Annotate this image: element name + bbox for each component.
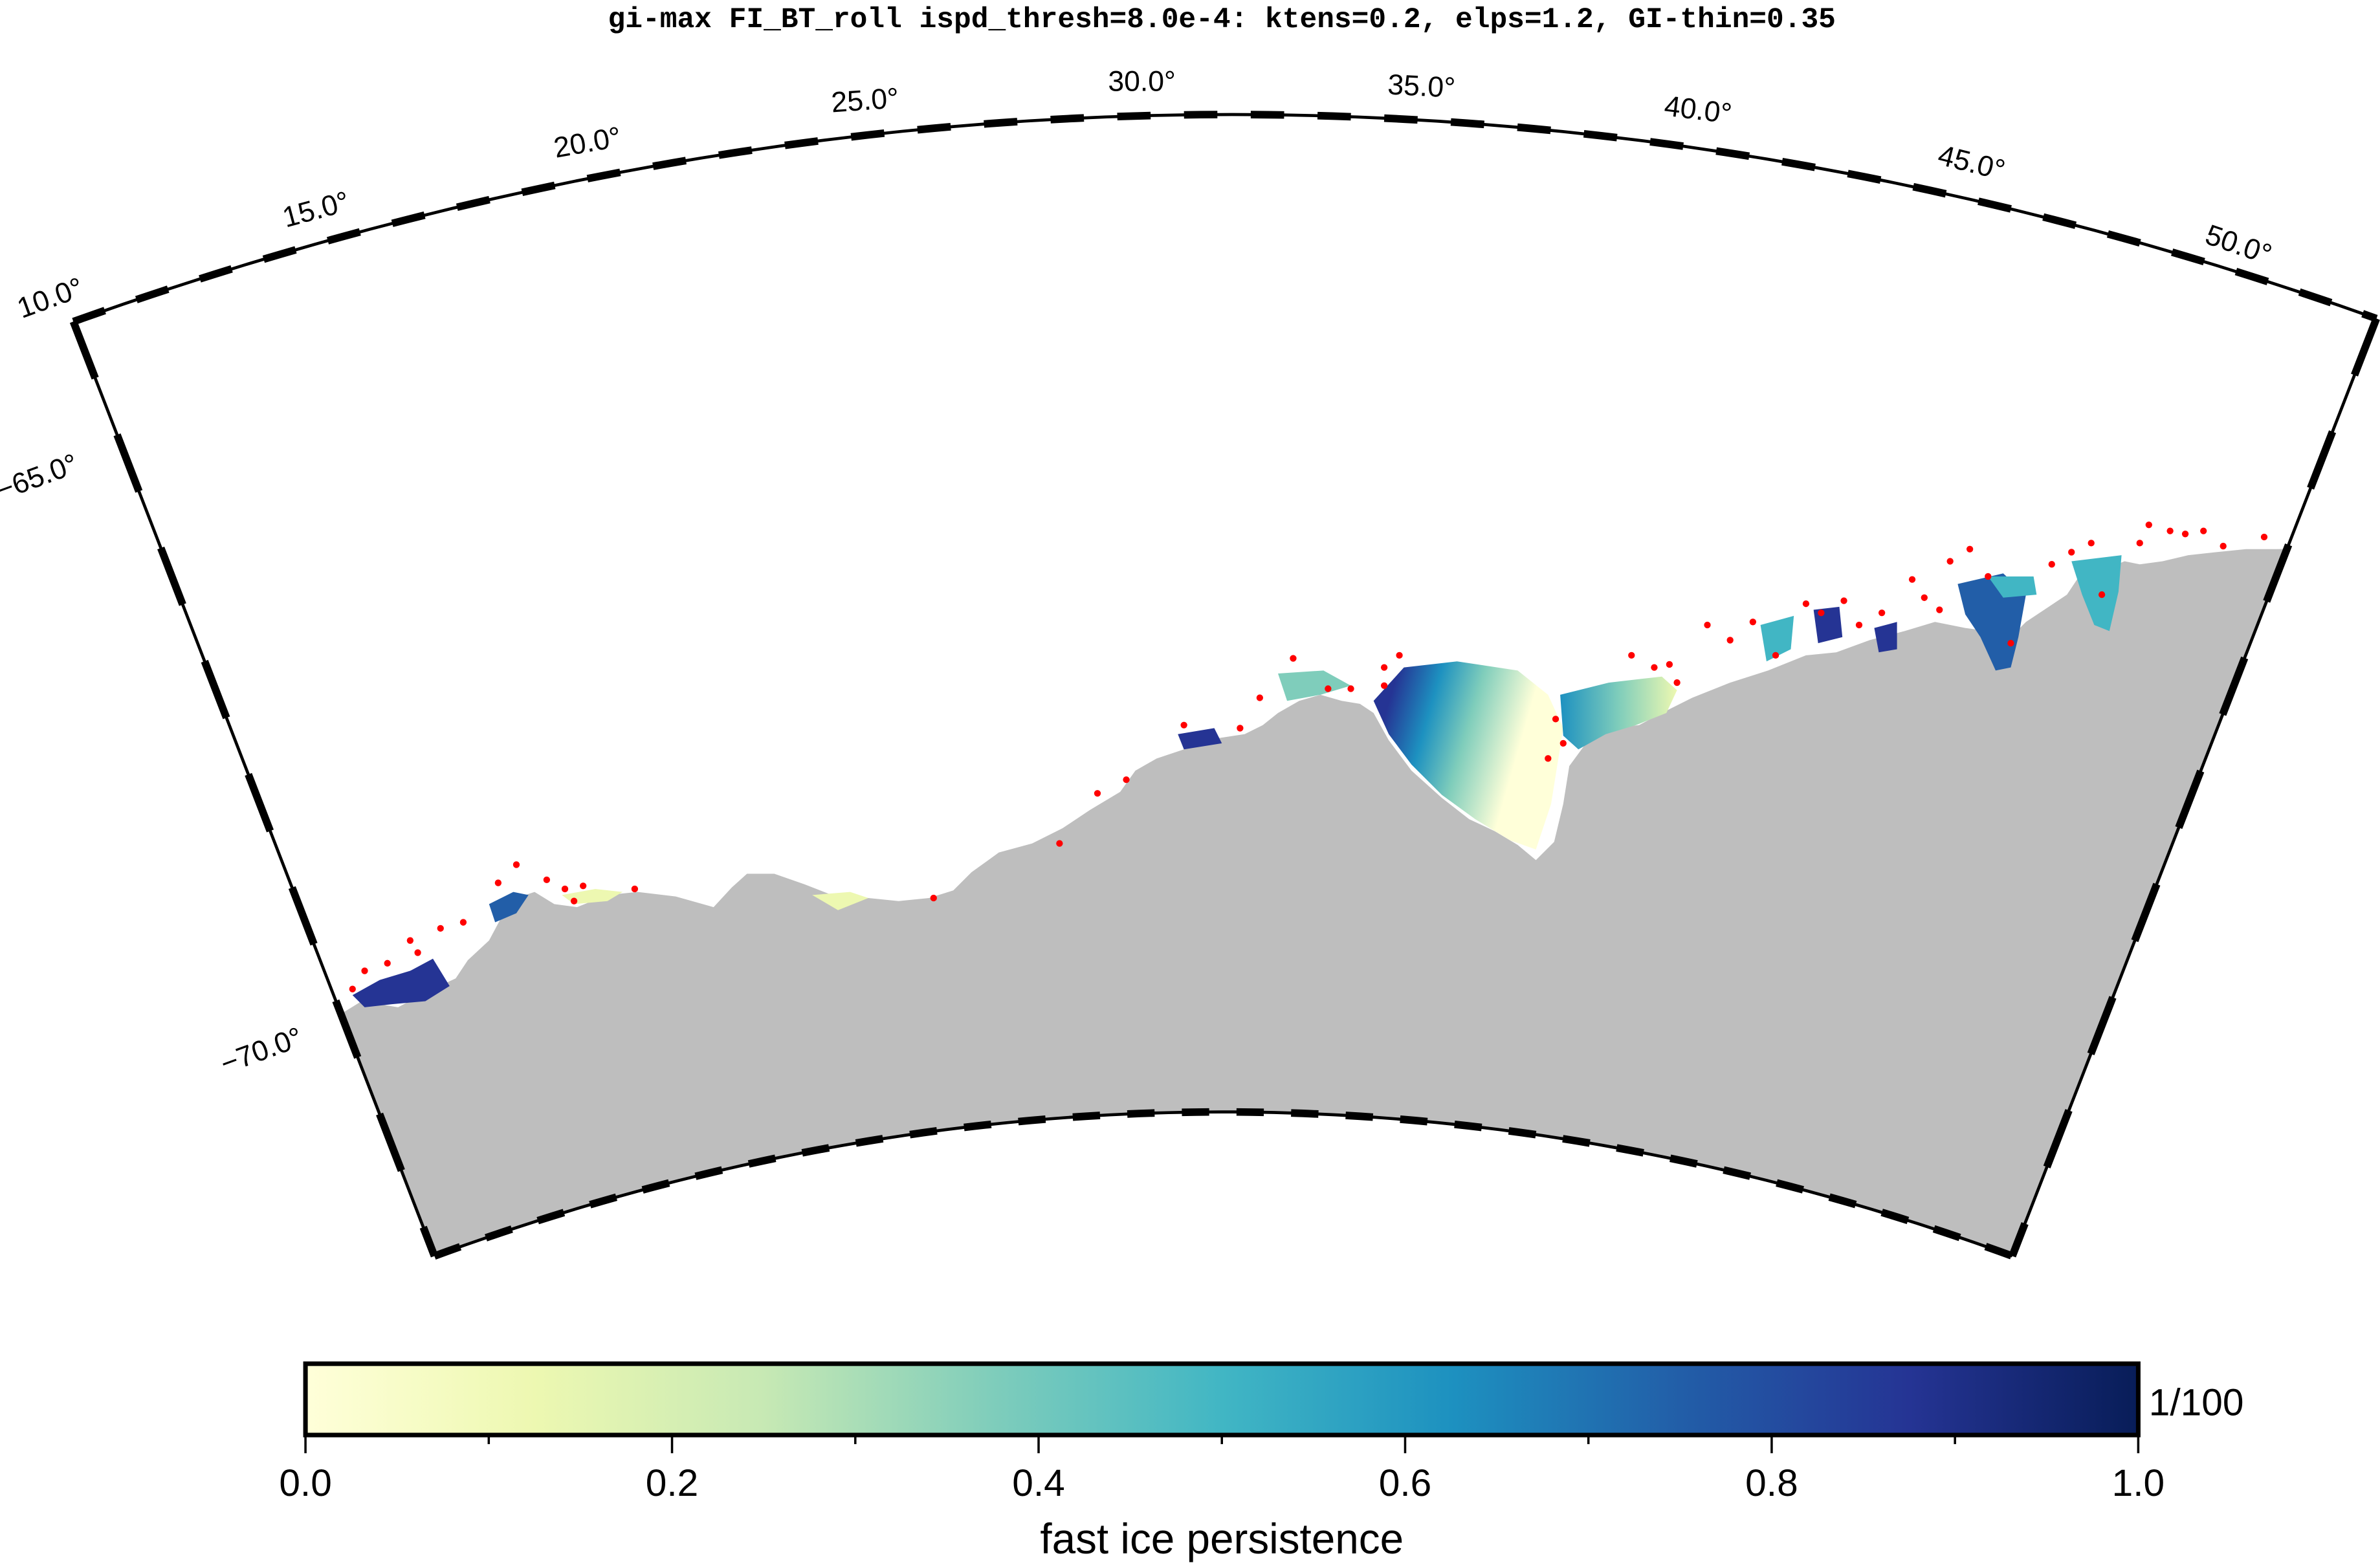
grounded-iceberg-markers [349, 521, 2268, 992]
map-frame [69, 111, 2380, 1260]
fast-ice-central-west [1178, 728, 1222, 750]
fast-ice-field [352, 555, 2122, 1007]
colorbar-tick-labels: 0.0 0.2 0.4 0.6 0.8 1.0 [279, 1462, 2165, 1504]
lon-label-20: 20.0° [551, 121, 623, 164]
lat-label-65: −65.0° [0, 448, 82, 507]
colorbar: 0.0 0.2 0.4 0.6 0.8 1.0 1/100 fast ice p… [279, 1361, 2244, 1562]
lon-label-30: 30.0° [1108, 66, 1175, 98]
map-title: gi-max FI_BT_roll ispd_thresh=8.0e-4: kt… [608, 4, 1836, 36]
lon-label-40: 40.0° [1662, 90, 1734, 129]
lon-label-45: 45.0° [1935, 139, 2008, 186]
antarctic-land [303, 546, 2377, 1256]
fast-ice-bay-east [1560, 676, 1677, 750]
fast-ice-bay-main [1373, 661, 1563, 849]
colorbar-tick-1: 0.2 [646, 1462, 698, 1504]
map-panel: 10.0° 15.0° 20.0° 25.0° 30.0° 35.0° 40.0… [0, 66, 2380, 1260]
fast-ice-east-bay-teal [1988, 576, 2037, 598]
colorbar-title: fast ice persistence [1040, 1515, 1404, 1562]
colorbar-gradient [303, 1361, 2141, 1438]
fast-ice-east-inlet-1 [1760, 615, 1794, 662]
lat-label-70: −70.0° [216, 1022, 306, 1080]
fast-ice-west-inlet [489, 892, 529, 923]
colorbar-tick-4: 0.8 [1745, 1462, 1798, 1504]
fast-ice-central-patch [1277, 670, 1351, 701]
colorbar-tick-5: 1.0 [2112, 1462, 2165, 1504]
lon-label-25: 25.0° [830, 82, 900, 118]
fast-ice-west-margin [352, 958, 450, 1007]
colorbar-tick-2: 0.4 [1012, 1462, 1064, 1504]
fast-ice-east-bay [1957, 573, 2026, 671]
colorbar-ticks [304, 1435, 2140, 1454]
fast-ice-yellow-mid [812, 892, 868, 910]
colorbar-tick-0: 0.0 [279, 1462, 331, 1504]
lon-label-15: 15.0° [280, 186, 353, 234]
fast-ice-far-east [2071, 555, 2122, 631]
colorbar-tick-3: 0.6 [1379, 1462, 1431, 1504]
lon-label-35: 35.0° [1387, 69, 1456, 104]
fast-ice-east-inlet-3 [1874, 622, 1897, 653]
colorbar-unit-label: 1/100 [2149, 1382, 2244, 1424]
